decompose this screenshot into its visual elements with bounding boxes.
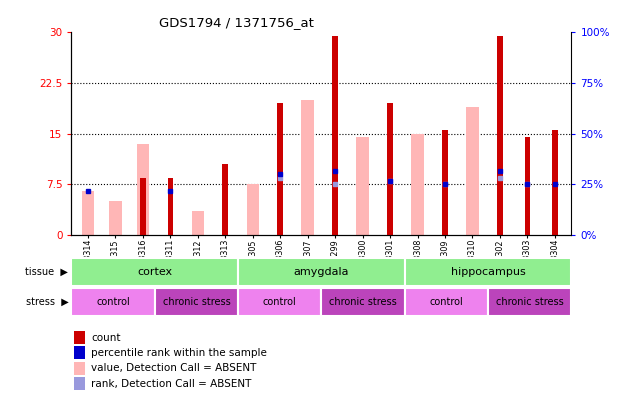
Text: control: control — [96, 297, 130, 307]
Text: GDS1794 / 1371756_at: GDS1794 / 1371756_at — [158, 16, 314, 29]
Bar — [137, 144, 149, 235]
Bar — [192, 211, 204, 235]
Bar — [332, 36, 338, 235]
Text: cortex: cortex — [137, 267, 172, 277]
Bar — [71, 258, 238, 286]
Bar — [238, 258, 405, 286]
Bar — [238, 288, 322, 316]
Bar — [74, 331, 85, 344]
Bar — [155, 288, 238, 316]
Bar — [168, 177, 173, 235]
Text: tissue  ▶: tissue ▶ — [25, 267, 68, 277]
Bar — [388, 103, 393, 235]
Bar — [74, 346, 85, 359]
Bar — [322, 288, 405, 316]
Bar — [71, 288, 155, 316]
Text: rank, Detection Call = ABSENT: rank, Detection Call = ABSENT — [91, 379, 252, 389]
Bar — [222, 164, 228, 235]
Bar — [82, 191, 94, 235]
Text: amygdala: amygdala — [294, 267, 349, 277]
Text: control: control — [263, 297, 297, 307]
Bar — [525, 137, 530, 235]
Text: chronic stress: chronic stress — [496, 297, 563, 307]
Bar — [74, 362, 85, 375]
Text: hippocampus: hippocampus — [451, 267, 525, 277]
Bar — [497, 36, 502, 235]
Text: count: count — [91, 333, 120, 343]
Bar — [247, 184, 259, 235]
Bar — [442, 130, 448, 235]
Bar — [356, 137, 369, 235]
Bar — [405, 288, 488, 316]
Bar — [140, 177, 145, 235]
Bar — [552, 130, 558, 235]
Text: stress  ▶: stress ▶ — [25, 297, 68, 307]
Text: value, Detection Call = ABSENT: value, Detection Call = ABSENT — [91, 363, 256, 373]
Bar — [278, 103, 283, 235]
Bar — [411, 134, 424, 235]
Text: chronic stress: chronic stress — [329, 297, 397, 307]
Bar — [405, 258, 571, 286]
Text: chronic stress: chronic stress — [163, 297, 230, 307]
Text: percentile rank within the sample: percentile rank within the sample — [91, 347, 267, 358]
Text: control: control — [430, 297, 463, 307]
Bar — [466, 107, 479, 235]
Bar — [301, 100, 314, 235]
Bar — [109, 201, 122, 235]
Bar — [74, 377, 85, 390]
Bar — [488, 288, 571, 316]
